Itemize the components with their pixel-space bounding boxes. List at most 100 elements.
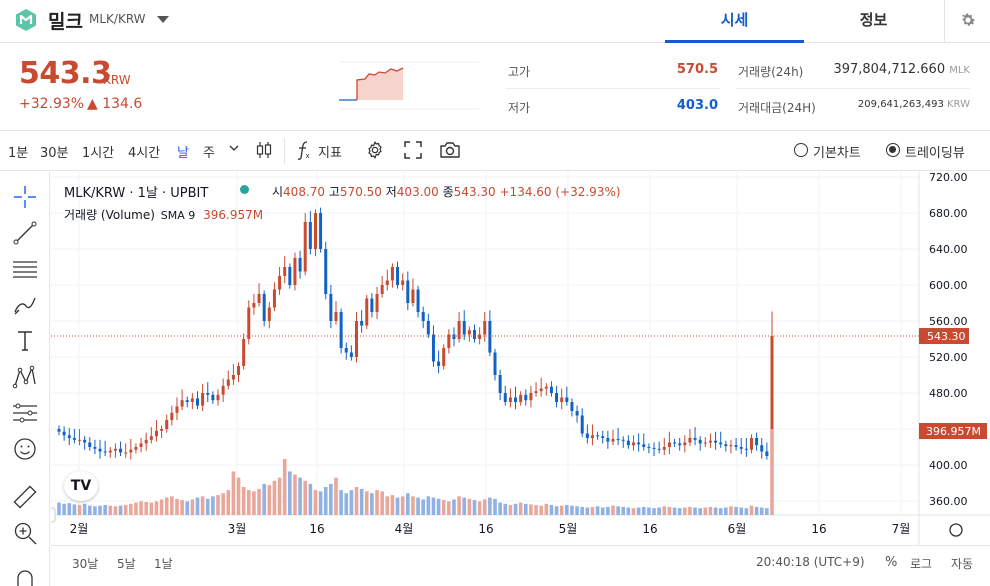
text-icon[interactable] [12, 328, 38, 354]
candle-body [529, 393, 533, 401]
amount-number: 209,641,263,493 [857, 99, 944, 110]
candle-body [257, 294, 261, 303]
volume-bar [754, 506, 759, 515]
tradingview-logo-icon[interactable]: TV [64, 471, 98, 501]
timeframe-1h[interactable]: 1시간 [82, 146, 115, 161]
radio-tradingview-label[interactable]: 트레이딩뷰 [905, 146, 965, 161]
percent-scale-toggle[interactable]: % [885, 555, 898, 570]
volume-bar [334, 477, 338, 515]
volume-bar [62, 503, 66, 515]
volume-bar [452, 499, 456, 515]
candle-body [739, 447, 743, 449]
camera-icon[interactable] [439, 141, 461, 159]
candle-body [652, 447, 656, 449]
candle-body [632, 442, 636, 446]
volume-bar [457, 496, 461, 515]
magnet-icon[interactable] [12, 566, 38, 586]
volume-bar [554, 506, 559, 515]
log-scale-toggle[interactable]: 로그 [910, 557, 933, 571]
timeframe-30m[interactable]: 30분 [40, 146, 69, 161]
timeframe-4h[interactable]: 4시간 [128, 146, 161, 161]
trend-line-icon[interactable] [12, 220, 38, 246]
clock-timezone[interactable]: 20:40:18 (UTC+9) [756, 555, 865, 569]
emoji-icon[interactable] [12, 436, 38, 462]
zoom-in-icon[interactable] [12, 520, 38, 546]
candlestick-icon[interactable] [256, 140, 272, 160]
ruler-icon[interactable] [12, 484, 38, 510]
volume-bar [749, 505, 754, 515]
range-1d-button[interactable]: 1날 [154, 557, 173, 571]
volume-bar [416, 497, 420, 515]
volume-bar [611, 505, 615, 515]
candle-body [667, 442, 671, 447]
fullscreen-icon[interactable] [404, 141, 422, 159]
scroll-left-handle[interactable] [51, 507, 56, 523]
candle-body [770, 336, 774, 458]
candle-body [483, 321, 487, 335]
radio-basic-chart[interactable] [794, 143, 808, 157]
volume-bar [534, 505, 538, 515]
radio-basic-chart-label[interactable]: 기본차트 [813, 146, 861, 161]
brush-icon[interactable] [12, 292, 38, 318]
range-30d-button[interactable]: 30날 [72, 557, 99, 571]
volume-bar [180, 500, 184, 515]
candle-body [195, 398, 199, 406]
range-5d-button[interactable]: 5날 [117, 557, 136, 571]
y-tick-label: 360.00 [929, 495, 968, 508]
horizontal-lines-icon[interactable] [12, 256, 38, 282]
gear-icon[interactable] [365, 140, 385, 160]
volume-bar [631, 508, 636, 515]
volume-bar [724, 507, 728, 515]
volume-bar [488, 497, 492, 515]
timeframe-day[interactable]: 날 [177, 146, 189, 161]
pattern-icon[interactable] [12, 364, 38, 390]
volume-bar [647, 507, 651, 515]
low-value: 403.0 [676, 98, 718, 113]
axis-settings-icon[interactable] [949, 523, 963, 537]
settings-button[interactable] [944, 0, 990, 43]
x-tick-label: 5월 [559, 522, 578, 536]
volume-bar [149, 502, 154, 515]
volume-bar [144, 501, 149, 515]
candle-body [390, 267, 394, 281]
candle-body [647, 447, 651, 448]
candle-body [252, 303, 256, 308]
volume-bar [467, 498, 472, 515]
candlestick-chart[interactable]: 720.00 680.00 640.00 600.00 560.00 520.00 480.… [51, 172, 990, 545]
candle-body [67, 435, 71, 438]
candle-body [575, 411, 579, 416]
amount-label: 거래대금(24H) [738, 101, 816, 115]
tab-price[interactable]: 시세 [665, 0, 804, 43]
candle-body [585, 433, 589, 438]
tab-info[interactable]: 정보 [859, 11, 888, 29]
radio-tradingview[interactable] [886, 143, 900, 157]
candle-body [221, 385, 225, 395]
indicator-button[interactable]: 지표 [318, 146, 342, 161]
volume-bar [672, 507, 677, 515]
timeframe-1m[interactable]: 1분 [8, 146, 29, 161]
low-label: 저 [385, 185, 397, 199]
volume-bar [195, 497, 200, 515]
candle-body [719, 442, 723, 445]
x-tick-label: 16 [811, 522, 826, 536]
candle-body [729, 445, 733, 447]
crosshair-icon[interactable] [12, 184, 38, 210]
chevron-down-icon[interactable] [156, 14, 170, 24]
candle-body [78, 439, 82, 441]
candle-body [344, 348, 348, 353]
volume-bar [159, 499, 164, 515]
auto-scale-toggle[interactable]: 자동 [951, 557, 974, 571]
timeframe-week[interactable]: 주 [203, 146, 215, 161]
volume-bar [108, 505, 113, 515]
candle-body [493, 352, 497, 375]
x-tick-label: 3월 [228, 522, 247, 536]
prediction-icon[interactable] [12, 400, 38, 426]
fx-icon[interactable]: x [296, 140, 312, 160]
volume-bar [426, 496, 431, 515]
candle-body [442, 348, 446, 366]
candle-body [293, 258, 297, 285]
candle-body [262, 294, 266, 321]
candle-body [57, 429, 61, 432]
volume-bar [498, 502, 502, 515]
chevron-down-icon[interactable] [228, 142, 240, 154]
